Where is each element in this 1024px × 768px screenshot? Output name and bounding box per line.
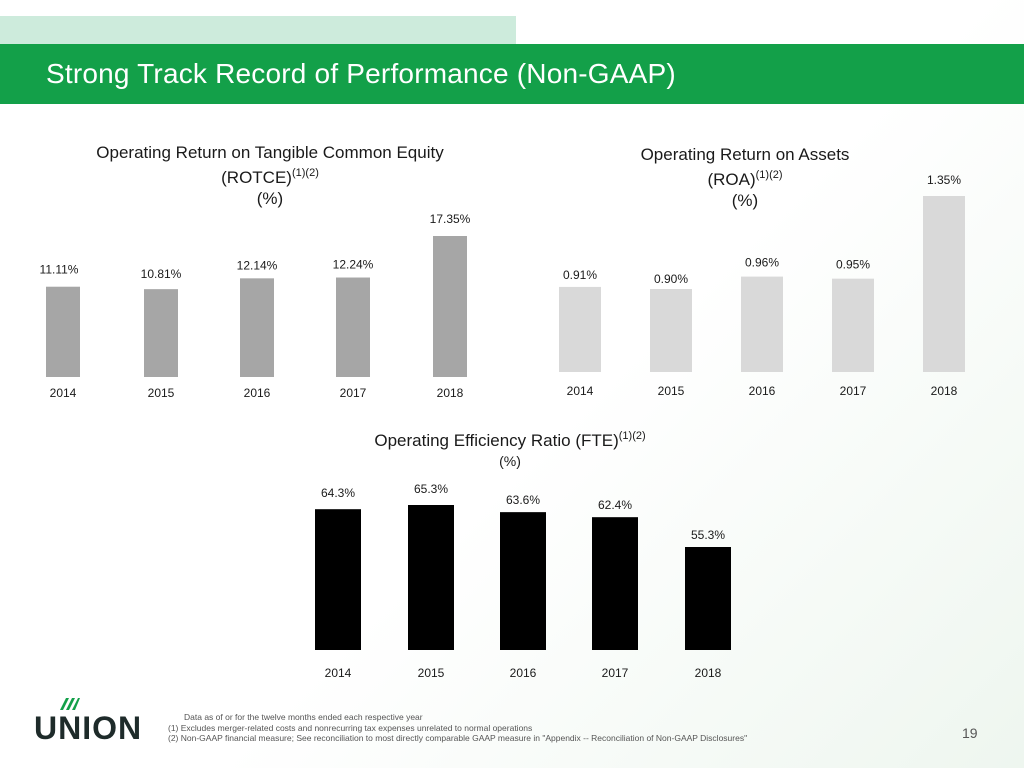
efficiency-bar-2018 (685, 547, 731, 650)
roa-category-label-2018: 2018 (931, 384, 958, 398)
rotce-category-label-2017: 2017 (340, 386, 367, 400)
efficiency-category-label-2014: 2014 (325, 666, 352, 680)
efficiency-value-label-2016: 63.6% (506, 493, 540, 507)
rotce-value-label-2016: 12.14% (237, 258, 278, 272)
efficiency-category-label-2015: 2015 (418, 666, 445, 680)
roa-value-label-2014: 0.91% (563, 268, 597, 282)
efficiency-bar-2014 (315, 509, 361, 650)
rotce-category-label-2016: 2016 (244, 386, 271, 400)
roa-title-line1: Operating Return on Assets (640, 145, 850, 164)
roa-category-label-2015: 2015 (658, 384, 685, 398)
roa-bar-2018 (923, 196, 965, 372)
rotce-category-label-2018: 2018 (437, 386, 464, 400)
rotce-unit-label: (%) (256, 189, 284, 208)
roa-bar-2014 (559, 286, 601, 372)
top-accent-strip (0, 16, 516, 44)
rotce-category-label-2014: 2014 (50, 386, 77, 400)
union-logo: UNION (34, 696, 144, 746)
footnote-1: (1) Excludes merger-related costs and no… (168, 722, 533, 733)
efficiency-value-label-2015: 65.3% (414, 482, 448, 496)
efficiency-category-label-2016: 2016 (510, 666, 537, 680)
rotce-value-label-2015: 10.81% (141, 267, 182, 281)
roa-value-label-2016: 0.96% (745, 256, 779, 270)
logo-wordmark: UNION (34, 710, 143, 746)
rotce-bar-2016 (240, 278, 274, 377)
rotce-title-line2: (ROTCE) (221, 168, 292, 187)
rotce-value-label-2014: 11.11% (40, 263, 79, 277)
footnote-2: (2) Non-GAAP financial measure; See reco… (168, 733, 748, 743)
roa-bar-2017 (832, 278, 874, 372)
roa-value-label-2018: 1.35% (927, 173, 961, 187)
title-bar: Strong Track Record of Performance (Non-… (0, 44, 1024, 104)
rotce-chart-title: Operating Return on Tangible Common Equi… (30, 142, 510, 209)
efficiency-value-label-2018: 55.3% (691, 528, 725, 542)
page-number: 19 (962, 725, 978, 741)
rotce-title-sup: (1)(2) (291, 167, 319, 179)
rotce-bar-2017 (336, 277, 370, 377)
efficiency-category-label-2017: 2017 (602, 666, 629, 680)
efficiency-bar-2017 (592, 517, 638, 650)
efficiency-title-sup: (1)(2) (618, 430, 646, 442)
roa-category-label-2017: 2017 (840, 384, 867, 398)
efficiency-category-label-2018: 2018 (695, 666, 722, 680)
rotce-bar-2018 (433, 236, 467, 377)
roa-value-label-2017: 0.95% (836, 258, 870, 272)
roa-title-line2: (ROA) (707, 170, 756, 189)
roa-bar-2016 (741, 276, 783, 372)
efficiency-bar-2015 (408, 505, 454, 650)
efficiency-unit-label: (%) (499, 453, 521, 469)
roa-unit-label: (%) (731, 191, 759, 210)
roa-title-sup: (1)(2) (755, 169, 783, 181)
roa-category-label-2014: 2014 (567, 384, 594, 398)
efficiency-value-label-2017: 62.4% (598, 498, 632, 512)
slide-title: Strong Track Record of Performance (Non-… (46, 58, 676, 89)
roa-chart-title: Operating Return on Assets (ROA)(1)(2) (… (545, 144, 945, 211)
rotce-value-label-2018: 17.35% (430, 212, 471, 226)
rotce-title-line1: Operating Return on Tangible Common Equi… (96, 143, 444, 162)
footnotes: Data as of or for the twelve months ende… (168, 712, 747, 744)
roa-bar-2015 (650, 289, 692, 372)
roa-value-label-2015: 0.90% (654, 272, 688, 286)
logo-stripes-icon (60, 698, 80, 710)
rotce-bar-2015 (144, 289, 178, 377)
efficiency-title-line1: Operating Efficiency Ratio (FTE) (374, 431, 619, 450)
roa-category-label-2016: 2016 (749, 384, 776, 398)
rotce-category-label-2015: 2015 (148, 386, 175, 400)
efficiency-bar-2016 (500, 512, 546, 650)
rotce-value-label-2017: 12.24% (333, 258, 374, 272)
efficiency-chart-title: Operating Efficiency Ratio (FTE)(1)(2) (… (300, 426, 720, 472)
footnote-data-as-of: Data as of or for the twelve months ende… (184, 712, 423, 722)
efficiency-value-label-2014: 64.3% (321, 486, 355, 500)
rotce-bar-2014 (46, 286, 80, 377)
